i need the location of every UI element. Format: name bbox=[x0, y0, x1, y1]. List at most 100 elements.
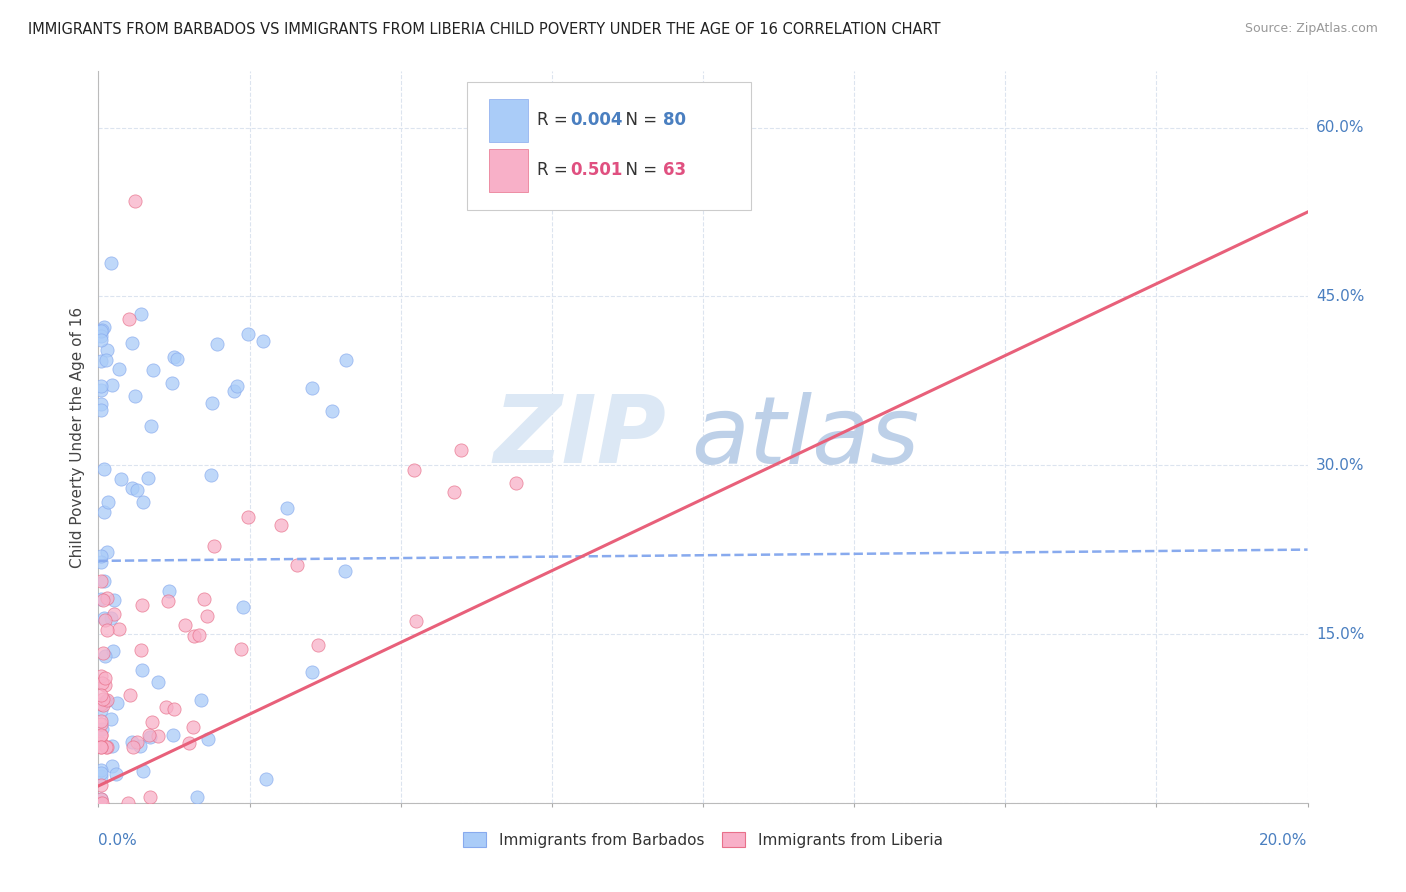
Point bbox=[225, 378, 247, 392]
Point bbox=[183, 720, 205, 734]
Point bbox=[90, 723, 112, 737]
Point bbox=[103, 607, 125, 622]
Point bbox=[197, 731, 219, 746]
Point bbox=[163, 702, 186, 716]
Point bbox=[108, 622, 131, 636]
Point bbox=[90, 324, 112, 338]
Point bbox=[90, 378, 112, 392]
FancyBboxPatch shape bbox=[467, 82, 751, 211]
Point bbox=[285, 558, 308, 573]
Text: R =: R = bbox=[537, 112, 574, 129]
Text: 0.0%: 0.0% bbox=[98, 833, 138, 848]
Point bbox=[201, 396, 224, 410]
Point bbox=[157, 594, 180, 608]
Point bbox=[443, 485, 465, 500]
Point bbox=[90, 728, 112, 742]
Point bbox=[90, 555, 112, 569]
Point bbox=[90, 766, 112, 780]
Point bbox=[93, 320, 115, 334]
Point bbox=[90, 703, 112, 717]
Point bbox=[108, 361, 131, 376]
Point bbox=[94, 671, 117, 685]
Point bbox=[270, 518, 292, 533]
Point bbox=[128, 739, 150, 753]
Point bbox=[105, 766, 128, 780]
Point bbox=[94, 678, 117, 692]
Point bbox=[139, 789, 162, 804]
Point bbox=[90, 716, 112, 731]
Point bbox=[131, 663, 153, 677]
Point bbox=[125, 483, 148, 498]
Point bbox=[183, 629, 205, 643]
Point bbox=[90, 792, 112, 806]
Text: 0.004: 0.004 bbox=[569, 112, 623, 129]
Point bbox=[155, 699, 177, 714]
Point bbox=[190, 693, 212, 707]
Point bbox=[139, 418, 162, 433]
Point bbox=[90, 796, 112, 810]
Point bbox=[166, 351, 188, 366]
Point bbox=[141, 714, 163, 729]
Point bbox=[157, 583, 180, 598]
Point bbox=[90, 736, 112, 750]
Point bbox=[96, 545, 118, 559]
Text: 20.0%: 20.0% bbox=[1260, 833, 1308, 848]
Point bbox=[97, 495, 120, 509]
Point bbox=[121, 481, 143, 495]
Point bbox=[187, 628, 209, 642]
Point bbox=[96, 624, 118, 638]
Text: 45.0%: 45.0% bbox=[1316, 289, 1364, 304]
Point bbox=[321, 403, 343, 417]
Point bbox=[93, 462, 115, 476]
Point bbox=[90, 792, 112, 806]
Point bbox=[90, 697, 112, 711]
Point bbox=[100, 611, 122, 625]
Point bbox=[100, 712, 122, 726]
Point bbox=[93, 698, 115, 713]
Point bbox=[91, 592, 114, 607]
Point bbox=[505, 475, 527, 490]
Point bbox=[236, 510, 259, 524]
Text: R =: R = bbox=[537, 161, 574, 179]
Point bbox=[96, 343, 118, 358]
Point bbox=[91, 675, 114, 690]
Point bbox=[129, 643, 152, 657]
Point bbox=[100, 759, 122, 773]
Text: N =: N = bbox=[614, 112, 662, 129]
Text: 60.0%: 60.0% bbox=[1316, 120, 1364, 135]
Point bbox=[90, 592, 112, 607]
Point bbox=[94, 694, 117, 708]
Point bbox=[90, 688, 112, 702]
Point bbox=[91, 323, 114, 337]
Point bbox=[100, 255, 122, 269]
Point bbox=[96, 692, 118, 706]
Point bbox=[90, 778, 112, 792]
Y-axis label: Child Poverty Under the Age of 16: Child Poverty Under the Age of 16 bbox=[70, 307, 86, 567]
Point bbox=[118, 312, 141, 326]
Point bbox=[91, 796, 114, 810]
Point bbox=[90, 728, 112, 742]
Text: N =: N = bbox=[614, 161, 662, 179]
Point bbox=[93, 574, 115, 588]
Point bbox=[307, 638, 329, 652]
FancyBboxPatch shape bbox=[489, 149, 527, 192]
Point bbox=[186, 790, 208, 805]
Point bbox=[90, 714, 112, 728]
Point bbox=[132, 764, 155, 778]
Point bbox=[124, 389, 146, 403]
Point bbox=[254, 772, 277, 786]
Point bbox=[90, 383, 112, 397]
Point bbox=[222, 384, 245, 399]
Point bbox=[252, 334, 274, 349]
Point bbox=[276, 500, 298, 515]
Point bbox=[129, 307, 152, 321]
Point bbox=[405, 614, 427, 628]
Point bbox=[91, 692, 114, 706]
Point bbox=[90, 739, 112, 754]
Point bbox=[90, 769, 112, 783]
Point bbox=[139, 730, 162, 744]
Point bbox=[124, 194, 146, 208]
Point bbox=[146, 729, 169, 743]
Point bbox=[90, 763, 112, 777]
Point bbox=[207, 337, 229, 351]
